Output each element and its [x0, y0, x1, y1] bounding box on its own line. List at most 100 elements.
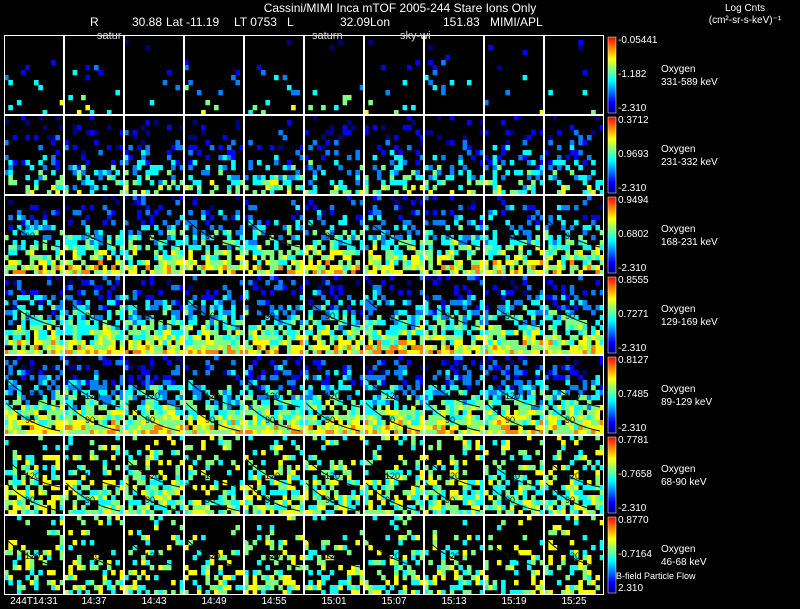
heatmap-cell: [128, 470, 133, 476]
heatmap-cell: [304, 490, 309, 496]
heatmap-cell: [364, 225, 369, 231]
heatmap-cell: [505, 140, 510, 146]
heatmap-cell: [372, 240, 378, 246]
heatmap-cell: [214, 355, 219, 361]
heatmap-cell: [115, 500, 120, 506]
heatmap-cell: [184, 240, 189, 246]
heatmap-cell: [419, 430, 425, 436]
heatmap-cell: [329, 470, 335, 476]
heatmap-cell: [248, 240, 253, 246]
heatmap-cell: [209, 510, 215, 516]
heatmap-cell: [599, 290, 604, 296]
heatmap-cell: [505, 220, 510, 226]
heatmap-cell: [4, 390, 9, 396]
heatmap-cell: [394, 200, 399, 206]
heatmap-cell: [166, 350, 172, 356]
heatmap-cell: [64, 390, 69, 396]
heatmap-cell: [552, 115, 558, 121]
heatmap-cell: [188, 340, 193, 346]
heatmap-cell: [68, 325, 73, 331]
heatmap-cell: [141, 425, 146, 431]
heatmap-cell: [128, 315, 133, 321]
heatmap-cell: [278, 470, 283, 476]
heatmap-cell: [274, 310, 279, 316]
heatmap-cell: [321, 255, 326, 261]
heatmap-cell: [518, 405, 523, 411]
heatmap-cell: [376, 255, 382, 261]
heatmap-cell: [235, 325, 240, 331]
heatmap-cell: [102, 485, 108, 491]
heatmap-cell: [248, 350, 253, 356]
heatmap-cell: [552, 345, 558, 351]
heatmap-cell: [441, 90, 446, 96]
heatmap-cell: [192, 410, 198, 416]
heatmap-cell: [205, 335, 210, 341]
heatmap-cell: [484, 260, 489, 266]
heatmap-cell: [162, 220, 168, 226]
heatmap-cell: [471, 190, 476, 196]
heatmap-cell: [222, 265, 228, 271]
heatmap-cell: [565, 375, 570, 381]
heatmap-cell: [111, 335, 116, 341]
heatmap-cell: [89, 240, 95, 246]
heatmap-cell: [316, 320, 322, 326]
heatmap-cell: [59, 425, 65, 431]
heatmap-cell: [479, 400, 485, 406]
heatmap-cell: [381, 420, 386, 426]
heatmap-cell: [316, 145, 322, 151]
heatmap-cell: [334, 490, 339, 496]
heatmap-cell: [295, 405, 300, 411]
contour-label: 120: [385, 391, 400, 401]
heatmap-cell: [569, 415, 575, 421]
heatmap-cell: [205, 465, 210, 471]
heatmap-cell: [239, 405, 245, 411]
heatmap-cell: [329, 350, 335, 356]
heatmap-cell: [184, 310, 189, 316]
heatmap-cell: [46, 135, 52, 141]
heatmap-cell: [34, 335, 39, 341]
heatmap-cell: [274, 350, 279, 356]
heatmap-cell: [299, 290, 305, 296]
heatmap-cell: [51, 330, 56, 336]
heatmap-cell: [376, 405, 382, 411]
units-title: Log Cnts: [724, 3, 766, 14]
heatmap-cell: [445, 400, 450, 406]
heatmap-cell: [89, 455, 95, 461]
heatmap-cell: [149, 355, 155, 361]
heatmap-cell: [526, 250, 532, 256]
heatmap-cell: [526, 295, 532, 301]
heatmap-cell: [329, 510, 335, 516]
heatmap-cell: [484, 345, 489, 351]
heatmap-cell: [544, 335, 549, 341]
heatmap-cell: [76, 335, 82, 341]
heatmap-cell: [231, 495, 236, 501]
heatmap-cell: [411, 255, 416, 261]
heatmap-cell: [548, 280, 553, 286]
heatmap-cell: [175, 405, 180, 411]
heatmap-cell: [304, 460, 309, 466]
heatmap-cell: [4, 415, 9, 421]
heatmap-cell: [334, 370, 339, 376]
heatmap-cell: [166, 420, 172, 426]
heatmap-cell: [192, 320, 198, 326]
heatmap-cell: [458, 245, 463, 251]
heatmap-cell: [265, 330, 270, 336]
heatmap-cell: [235, 190, 240, 196]
source-label: MIMI/APL: [490, 15, 543, 29]
heatmap-cell: [72, 350, 78, 356]
heatmap-cell: [145, 410, 150, 416]
heatmap-cell: [51, 160, 56, 166]
heatmap-cell: [475, 415, 480, 421]
heatmap-cell: [42, 175, 48, 181]
contour-label: 120: [85, 471, 100, 481]
heatmap-cell: [38, 405, 43, 411]
heatmap-cell: [218, 500, 223, 506]
heatmap-cell: [556, 180, 562, 186]
heatmap-cell: [201, 125, 206, 131]
heatmap-cell: [424, 180, 429, 186]
heatmap-cell: [218, 165, 223, 171]
heatmap-cell: [115, 270, 120, 276]
heatmap-cell: [544, 430, 549, 436]
heatmap-cell: [595, 380, 600, 386]
heatmap-cell: [338, 400, 343, 406]
